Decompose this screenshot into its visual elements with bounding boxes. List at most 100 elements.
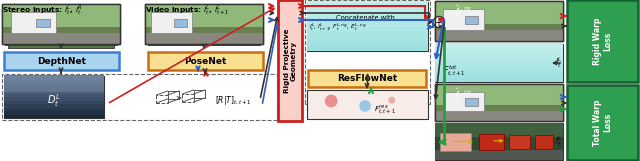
Bar — [307, 21, 428, 27]
Bar — [435, 62, 563, 67]
Bar — [465, 98, 478, 106]
Bar — [435, 123, 563, 137]
Circle shape — [388, 97, 395, 104]
Bar — [435, 1, 563, 41]
Bar — [435, 109, 563, 121]
Bar — [435, 43, 563, 48]
Text: $I_t^L$: $I_t^L$ — [556, 56, 563, 71]
Bar — [435, 28, 563, 41]
Bar — [307, 2, 428, 51]
Text: Rigid Projective
Geometry: Rigid Projective Geometry — [284, 28, 296, 93]
Bar — [509, 135, 530, 149]
Bar — [435, 1, 563, 24]
Bar — [443, 92, 484, 111]
Bar — [12, 12, 56, 33]
Bar — [4, 89, 104, 94]
Bar — [435, 58, 563, 63]
Bar — [278, 0, 302, 121]
Bar — [435, 150, 563, 160]
Bar — [2, 74, 277, 120]
Bar — [435, 123, 563, 160]
Text: $\hat{I}_t^{L,rig}$: $\hat{I}_t^{L,rig}$ — [455, 3, 472, 20]
Text: $F_{t,t+1}^{tot}$: $F_{t,t+1}^{tot}$ — [443, 63, 466, 78]
Bar — [4, 114, 104, 118]
Circle shape — [359, 100, 371, 112]
Bar — [2, 4, 120, 27]
Bar — [145, 4, 263, 44]
Bar — [145, 27, 263, 33]
Bar — [465, 16, 478, 24]
Bar — [307, 25, 428, 31]
Bar — [4, 103, 104, 108]
Bar — [435, 1, 563, 41]
Bar — [148, 7, 260, 45]
Bar — [435, 73, 563, 78]
Text: ResFlowNet: ResFlowNet — [337, 74, 397, 83]
Bar — [307, 30, 428, 36]
Bar — [4, 76, 104, 118]
Bar — [8, 10, 114, 48]
Bar — [305, 0, 430, 104]
Bar — [173, 19, 187, 27]
Bar — [307, 1, 428, 7]
Bar — [435, 84, 563, 121]
Bar — [308, 70, 426, 87]
Text: Concatenate with: Concatenate with — [336, 15, 395, 21]
Text: $D_t^L$: $D_t^L$ — [47, 92, 61, 109]
Bar — [4, 85, 104, 90]
Bar — [435, 70, 563, 74]
Bar — [479, 134, 504, 150]
Bar — [145, 4, 263, 27]
Bar — [151, 12, 192, 33]
Bar — [4, 99, 104, 104]
Bar — [4, 79, 104, 83]
Text: PoseNet: PoseNet — [184, 57, 227, 66]
Text: $\hat{I}_t^{L,tot}$: $\hat{I}_t^{L,tot}$ — [455, 86, 473, 103]
Text: $I_t^L$: $I_t^L$ — [556, 135, 563, 149]
Bar — [36, 19, 51, 27]
Bar — [307, 16, 428, 22]
Bar — [443, 9, 484, 30]
Bar — [307, 11, 428, 17]
Bar — [435, 54, 563, 59]
Bar — [435, 66, 563, 71]
Bar — [435, 47, 563, 52]
Text: $[R|T]_{t,t+1}$: $[R|T]_{t,t+1}$ — [215, 95, 252, 107]
Bar — [307, 35, 428, 41]
Circle shape — [433, 16, 445, 28]
Bar — [435, 84, 563, 105]
Text: Rigid Warp
Loss: Rigid Warp Loss — [593, 17, 612, 65]
Bar — [4, 76, 104, 92]
Bar — [4, 82, 104, 86]
Bar — [307, 45, 428, 51]
Bar — [435, 77, 563, 82]
Text: $F_{t,t+1}^{res}$: $F_{t,t+1}^{res}$ — [374, 104, 396, 116]
Bar — [2, 4, 120, 44]
Bar — [4, 106, 104, 111]
Bar — [567, 85, 638, 160]
Bar — [4, 93, 104, 97]
Text: $I_t^L$, $I_{t+1}^L$, $F_t^{L,rig}$, $E_t^{L,rig}$: $I_t^L$, $I_{t+1}^L$, $F_t^{L,rig}$, $E_… — [309, 21, 367, 33]
Bar — [435, 105, 563, 111]
Bar — [4, 75, 104, 80]
Bar — [435, 51, 563, 55]
Bar — [148, 52, 263, 70]
Text: Stereo Inputs: $I_t^L$, $I_t^R$: Stereo Inputs: $I_t^L$, $I_t^R$ — [2, 3, 83, 17]
Bar — [307, 90, 428, 119]
Bar — [2, 4, 120, 44]
Bar — [4, 96, 104, 100]
Bar — [307, 40, 428, 46]
Bar — [435, 24, 563, 30]
Bar — [145, 31, 263, 44]
Circle shape — [325, 95, 337, 107]
Bar — [4, 52, 119, 70]
Bar — [2, 31, 120, 44]
Bar — [440, 133, 471, 151]
Text: Total Warp
Loss: Total Warp Loss — [593, 99, 612, 146]
Bar — [2, 27, 120, 33]
Text: DepthNet: DepthNet — [37, 57, 86, 66]
Bar — [535, 135, 553, 149]
Text: Video Inputs: $I_t^L$, $I_{t+1}^L$: Video Inputs: $I_t^L$, $I_{t+1}^L$ — [145, 3, 230, 17]
Bar — [307, 6, 428, 12]
Bar — [4, 110, 104, 114]
